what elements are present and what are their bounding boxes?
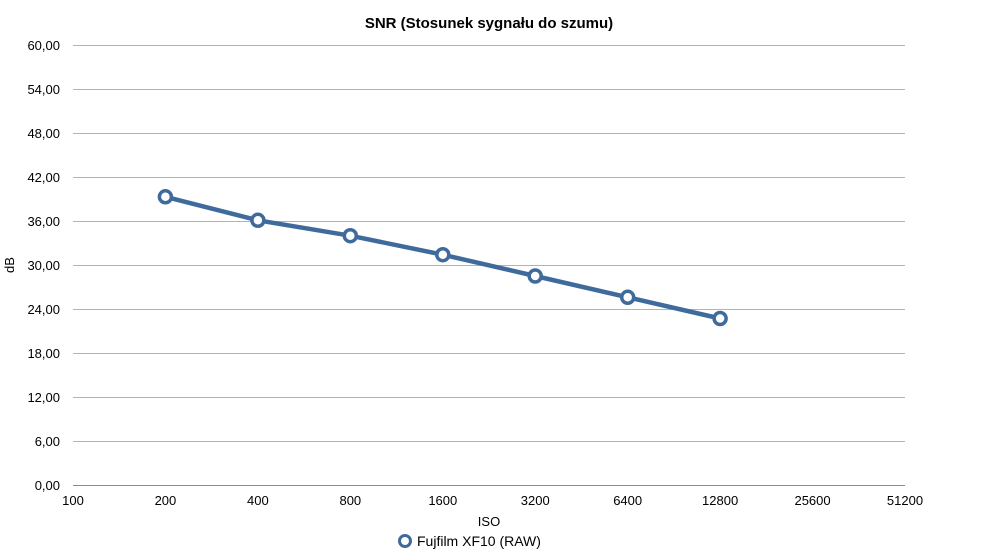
x-tick-label: 6400 bbox=[613, 493, 642, 508]
legend-marker bbox=[398, 534, 412, 548]
x-tick-label: 100 bbox=[62, 493, 84, 508]
x-tick-label: 51200 bbox=[887, 493, 923, 508]
series-layer bbox=[157, 189, 728, 327]
x-tick-label: 1600 bbox=[428, 493, 457, 508]
x-tick-label: 12800 bbox=[702, 493, 738, 508]
data-point bbox=[527, 268, 543, 284]
data-point bbox=[712, 310, 728, 327]
data-point bbox=[157, 189, 174, 205]
y-axis-label: dB bbox=[2, 257, 17, 273]
y-tick-label: 42,00 bbox=[27, 170, 60, 185]
y-tick-label: 48,00 bbox=[27, 126, 60, 141]
x-tick-labels: 100 200 400 800 1600 3200 6400 12800 25600 51200 bbox=[62, 493, 923, 508]
data-point bbox=[342, 227, 359, 244]
x-tick-label: 400 bbox=[247, 493, 269, 508]
y-tick-label: 30,00 bbox=[27, 258, 60, 273]
x-tick-label: 3200 bbox=[521, 493, 550, 508]
y-tick-label: 18,00 bbox=[27, 346, 60, 361]
y-tick-label: 54,00 bbox=[27, 82, 60, 97]
y-tick-label: 6,00 bbox=[35, 434, 60, 449]
x-tick-label: 800 bbox=[339, 493, 361, 508]
x-tick-label: 200 bbox=[155, 493, 177, 508]
y-tick-label: 24,00 bbox=[27, 302, 60, 317]
data-point bbox=[619, 289, 636, 306]
y-tick-label: 0,00 bbox=[35, 478, 60, 493]
data-point bbox=[250, 212, 266, 229]
data-point bbox=[435, 246, 451, 263]
y-tick-label: 12,00 bbox=[27, 390, 60, 405]
y-tick-labels: 0,00 6,00 12,00 18,00 24,00 30,00 36,00 42,00 48… bbox=[27, 38, 60, 493]
legend: Fujfilm XF10 (RAW) bbox=[398, 533, 541, 549]
legend-label: Fujfilm XF10 (RAW) bbox=[417, 533, 541, 549]
y-tick-label: 36,00 bbox=[27, 214, 60, 229]
chart-title: SNR (Stosunek sygnału do szumu) bbox=[365, 15, 613, 32]
y-tick-label: 60,00 bbox=[27, 38, 60, 53]
x-tick-label: 25600 bbox=[794, 493, 830, 508]
x-axis-label: ISO bbox=[478, 514, 500, 529]
